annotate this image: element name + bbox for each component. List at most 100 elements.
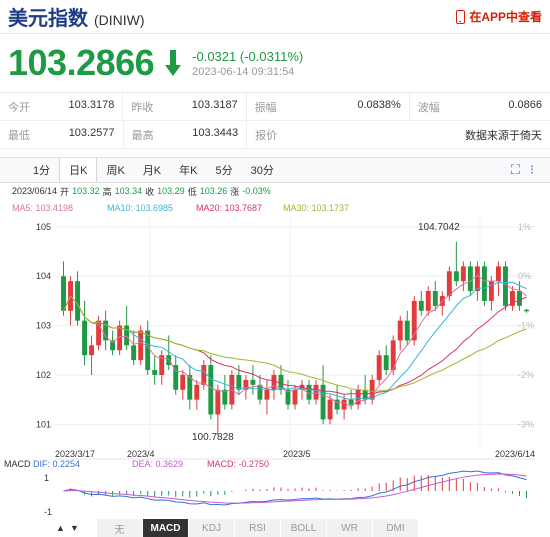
tab-1min[interactable]: 1分 [33, 165, 51, 177]
indicator-boll[interactable]: BOLL [281, 519, 327, 537]
candle-body [474, 266, 480, 292]
low-value: 103.26 [199, 186, 228, 196]
indicator-wr[interactable]: WR [327, 519, 373, 537]
tab-30min[interactable]: 30分 [250, 165, 274, 177]
candle-body [432, 291, 438, 306]
ma-lines [63, 274, 527, 408]
stat-source: 报价 数据来源于倚天 [247, 127, 550, 143]
indicator-tabs: 无 MACD KDJ RSI BOLL WR DMI [97, 519, 419, 537]
candle-body [187, 374, 193, 400]
candle-body [285, 389, 291, 405]
candle-body [89, 345, 95, 356]
open-in-app-link[interactable]: 在APP中查看 [456, 8, 542, 25]
divider [122, 120, 124, 149]
candle-body [138, 330, 144, 361]
y-right-label: 0% [518, 271, 531, 281]
close-label: 收 [145, 186, 155, 197]
candle-body [488, 281, 494, 301]
macd-axis-bottom: -1 [44, 507, 52, 517]
x-tick-label: 2023/6/14 [495, 449, 535, 459]
dea-label: DEA: 0.3629 [132, 459, 183, 469]
phone-icon [456, 9, 466, 24]
candle-body [264, 389, 270, 400]
candle-body [348, 399, 354, 405]
ma20-label: MA20: 103.7687 [196, 203, 262, 213]
candle-body [460, 266, 466, 282]
low-annotation: 100.7828 [192, 432, 234, 443]
indicator-none[interactable]: 无 [97, 519, 143, 537]
candle-body [96, 320, 102, 346]
candle-body [257, 384, 263, 400]
indicator-dmi[interactable]: DMI [373, 519, 419, 537]
candle-body [327, 399, 333, 420]
symbol-code: (DINIW) [94, 12, 145, 28]
candle-body [166, 355, 172, 366]
candle-body [243, 379, 249, 390]
stat-high: 最高 103.3443 [124, 127, 247, 143]
page-title: 美元指数 [8, 8, 88, 30]
stat-label: 波幅 [417, 101, 440, 114]
candle-body [510, 291, 515, 306]
y-tick-label: 102 [36, 370, 51, 380]
open-value: 103.32 [72, 186, 100, 196]
dif-label: DIF: 0.2254 [33, 459, 80, 469]
candle-body [524, 309, 529, 312]
ohlc-info: 2023/06/14 开 103.32 高 103.34 收 103.29 低 103.… [0, 183, 550, 199]
candle-body [355, 389, 361, 405]
dif-line [63, 470, 527, 506]
candle-body [383, 355, 389, 371]
divider [122, 92, 124, 121]
title-group: 美元指数 (DINIW) [8, 2, 145, 31]
stats-table: 今开 103.3178 昨收 103.3187 振幅 0.0838% 波幅 0.0866… [0, 92, 550, 149]
candle-body [481, 266, 487, 301]
candle-body [517, 291, 522, 306]
stat-value: 0.0838% [357, 98, 401, 111]
candle-body [159, 355, 165, 375]
candle-body [75, 281, 80, 321]
x-tick-label: 2023/5 [283, 449, 311, 459]
stat-value: 103.3443 [192, 126, 239, 139]
macd-plot [63, 470, 527, 506]
x-axis: 2023/3/17 2023/4 2023/5 2023/6/14 [55, 449, 535, 459]
stat-value: 103.3178 [68, 98, 115, 111]
candle-body [397, 320, 403, 341]
candle-body [495, 266, 501, 282]
candle-body [425, 291, 431, 311]
fullscreen-icon[interactable]: ⛶ [510, 162, 520, 177]
kline-chart[interactable]: MA5: 103.4198 MA10: 103.6985 MA20: 103.7… [0, 199, 550, 517]
ohlc-date: 2023/06/14 [12, 186, 58, 196]
stat-label: 振幅 [254, 101, 277, 114]
tab-yearly[interactable]: 年K [179, 165, 198, 177]
candles [61, 241, 529, 436]
quote-time: 2023-06-14 09:31:54 [192, 65, 295, 78]
tab-5min[interactable]: 5分 [215, 165, 233, 177]
indicator-macd[interactable]: MACD [143, 519, 189, 537]
indicator-kdj[interactable]: KDJ [189, 519, 235, 537]
stats-row-2: 最低 103.2577 最高 103.3443 报价 数据来源于倚天 [0, 120, 550, 149]
candle-body [82, 320, 88, 356]
x-tick-label: 2023/4 [127, 449, 155, 459]
scroll-up-button[interactable]: ▲ [56, 523, 65, 533]
scroll-down-button[interactable]: ▼ [70, 523, 79, 533]
price-change: -0.0321 (-0.0311%) [192, 48, 304, 64]
stat-label: 最低 [8, 129, 30, 142]
change-label: 涨 [230, 186, 240, 197]
candle-body [222, 389, 228, 405]
y-tick-label: 101 [36, 419, 51, 429]
candle-body [467, 266, 473, 292]
candle-body [369, 379, 375, 400]
y-axis: 105 1% 104 0% 103 -1% 102 -2% 101 -3% [36, 222, 534, 429]
indicator-rsi[interactable]: RSI [235, 519, 281, 537]
candle-body [152, 370, 158, 375]
stat-label: 报价 [255, 129, 278, 142]
low-label: 低 [187, 186, 197, 197]
open-in-app-label: 在APP中查看 [469, 10, 542, 24]
stat-value: 103.2577 [68, 126, 115, 139]
tab-monthly[interactable]: 月K [142, 165, 162, 177]
high-annotation: 104.7042 [418, 222, 460, 233]
tab-daily[interactable]: 日K [59, 158, 98, 182]
candle-body [271, 374, 277, 390]
more-icon[interactable]: ⁝ [529, 162, 534, 177]
tab-weekly[interactable]: 周K [106, 165, 125, 177]
candle-body [292, 389, 298, 405]
